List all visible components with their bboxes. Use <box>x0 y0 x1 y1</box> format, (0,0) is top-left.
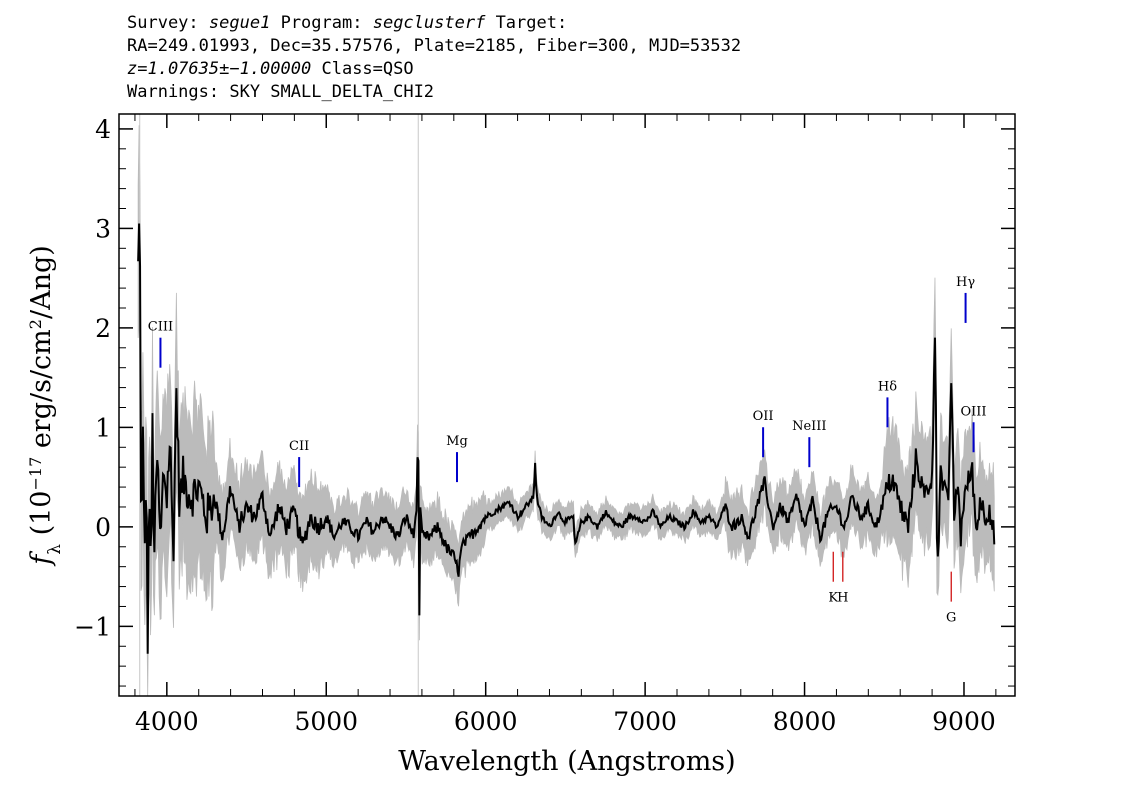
plot-frame <box>118 113 1016 697</box>
program-value: segclusterf <box>372 13 486 33</box>
emission-line-label: Mg <box>446 434 468 449</box>
y-tick-label: −1 <box>74 612 111 641</box>
header-line-warnings: Warnings: SKY SMALL_DELTA_CHI2 <box>127 82 435 102</box>
flux-series-line <box>137 223 996 654</box>
emission-line-label: OII <box>753 409 774 424</box>
absorption-line-label: H <box>837 591 848 606</box>
emission-line-Hγ: Hγ <box>956 275 975 323</box>
absorption-line-G: G <box>946 571 956 626</box>
spectrum-header: Survey: segue1 Program: segclusterf Targ… <box>127 12 741 104</box>
tick-layer: 4000 5000 6000 7000 8000 9000 −1 0 1 2 3 4 <box>74 114 1015 736</box>
y-axis-label: fλ (10−17 erg/s/cm2/Ang) <box>26 245 66 567</box>
emission-line-Hδ: Hδ <box>878 379 897 428</box>
header-line-survey: Survey: segue1 Program: segclusterf Targ… <box>127 12 741 35</box>
emission-line-label: NeIII <box>792 419 826 434</box>
flux-error-band <box>137 125 995 697</box>
emission-line-CII: CII <box>289 439 309 488</box>
class-value: Class=QSO <box>321 59 414 79</box>
spectral-lines-layer: CIII CII Mg OII NeIII Hδ Hγ OIII K H G <box>148 275 987 626</box>
x-tick-label: 7000 <box>613 707 677 736</box>
y-tick-label: 3 <box>95 214 111 243</box>
x-tick-label: 5000 <box>294 707 358 736</box>
svg-text:fλ (10−17 erg/s/cm2/Ang): fλ (10−17 erg/s/cm2/Ang) <box>26 245 66 567</box>
x-tick-label: 6000 <box>454 707 518 736</box>
y-tick-label: 0 <box>95 513 111 542</box>
header-line-coordinates: RA=249.01993, Dec=35.57576, Plate=2185, … <box>127 36 742 56</box>
absorption-line-label: K <box>828 591 838 606</box>
y-tick-label: 4 <box>95 115 111 144</box>
emission-line-NeIII: NeIII <box>792 419 827 468</box>
survey-value: segue1 <box>208 13 271 33</box>
x-tick-label: 8000 <box>773 707 837 736</box>
emission-line-OIII: OIII <box>961 404 987 453</box>
emission-line-OII: OII <box>753 409 774 458</box>
x-axis-label: Wavelength (Angstroms) <box>398 746 735 777</box>
redshift-value: z=1.07635±−1.00000 <box>127 59 312 79</box>
x-tick-label: 9000 <box>932 707 996 736</box>
header-line-redshift: z=1.07635±−1.00000 Class=QSO <box>127 58 741 81</box>
emission-line-label: Hδ <box>878 379 897 394</box>
y-tick-label: 1 <box>95 413 111 442</box>
emission-line-label: Hγ <box>956 275 975 290</box>
error-band-layer <box>137 125 995 697</box>
emission-line-label: OIII <box>961 404 987 419</box>
flux-layer <box>137 223 996 654</box>
x-tick-label: 4000 <box>135 707 199 736</box>
survey-label: Survey: <box>127 13 199 33</box>
absorption-line-label: G <box>946 611 956 626</box>
program-label: Program: <box>280 13 363 33</box>
target-label: Target: <box>495 13 568 33</box>
absorption-line-H: H <box>837 551 848 606</box>
emission-line-Mg: Mg <box>446 434 468 483</box>
emission-line-CIII: CIII <box>148 320 173 368</box>
emission-line-label: CIII <box>148 320 173 335</box>
emission-line-label: CII <box>289 439 309 454</box>
absorption-line-K: K <box>828 551 838 606</box>
y-tick-label: 2 <box>95 314 111 343</box>
